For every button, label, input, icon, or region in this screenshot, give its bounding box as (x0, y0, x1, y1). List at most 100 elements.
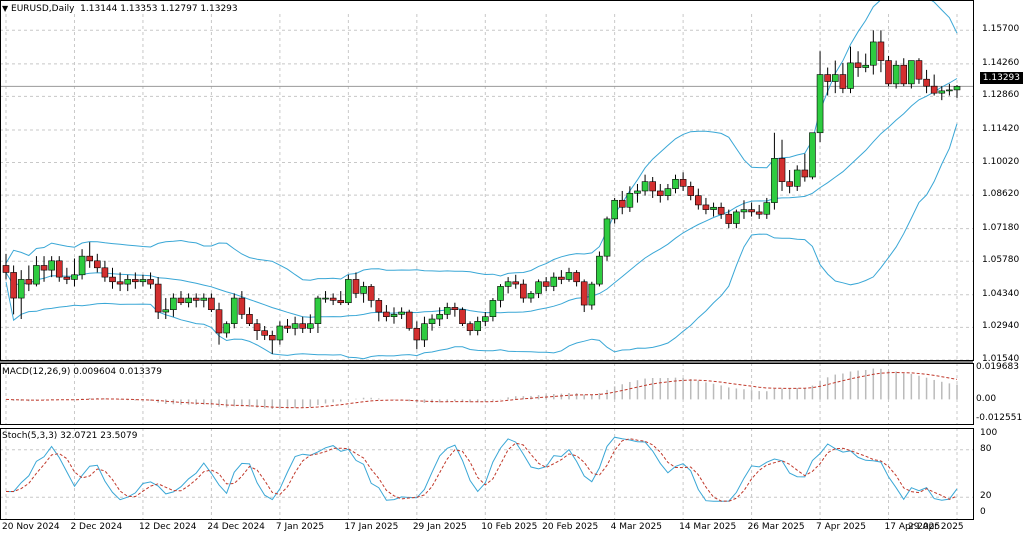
candle-body (687, 186, 695, 196)
symbol-timeframe: EURUSD,Daily (11, 4, 75, 14)
candle-body (641, 181, 649, 192)
price-tick-label: 1.15700 (982, 24, 1020, 35)
candle-body (154, 283, 162, 313)
stoch-tick-label: 0 (980, 507, 986, 517)
stoch-tick-label: 20 (980, 491, 992, 502)
candle-body (109, 276, 116, 283)
candle-body (793, 169, 801, 187)
candle-body (915, 60, 923, 80)
candle-body (847, 62, 854, 89)
candle-body (436, 314, 443, 320)
candle-body (649, 181, 656, 192)
candle-body (177, 297, 185, 304)
time-tick-label: 17 Jan 2025 (344, 522, 399, 532)
candle-body (679, 179, 687, 187)
chart-grid (0, 14, 973, 519)
stoch-main-line (5, 436, 958, 502)
candle-body (771, 158, 778, 203)
pane-frames (0, 0, 974, 520)
price-tick-label: 1.12860 (982, 90, 1020, 101)
candle-body (314, 297, 322, 324)
candle-body (322, 297, 329, 300)
price-tick-label: 1.10020 (982, 156, 1020, 167)
time-tick-label: 7 Jan 2025 (275, 522, 325, 532)
candle-body (862, 64, 870, 68)
candle-body (763, 202, 771, 215)
time-tick-label: 10 Feb 2025 (481, 522, 538, 532)
candle-body (253, 323, 261, 331)
candle-body (345, 279, 352, 304)
candle-body (451, 307, 459, 311)
candle-body (520, 283, 527, 299)
candle-body (443, 307, 451, 315)
price-tick-label: 1.05780 (982, 255, 1020, 266)
candle-body (664, 188, 672, 196)
candle-body (124, 279, 132, 285)
candle-body (230, 297, 238, 324)
candle-body (489, 300, 497, 317)
time-tick-label: 17 Apr 2025 (884, 522, 941, 532)
candle-body (710, 206, 717, 210)
candle-body (413, 328, 421, 341)
candle-body (238, 297, 246, 315)
candle-body (78, 255, 86, 276)
candle-body (360, 286, 367, 294)
candle-body (459, 309, 466, 324)
candle-body (535, 281, 542, 294)
candle-body (10, 272, 17, 299)
candle-body (223, 323, 230, 334)
time-tick-label: 2 Dec 2024 (70, 522, 123, 532)
candle-body (565, 272, 573, 280)
candle-body (603, 218, 611, 257)
candle-body (276, 325, 284, 341)
candle-body (93, 260, 101, 269)
candle-body (375, 300, 383, 313)
stochastic-pane (0, 436, 973, 502)
candle-body (778, 158, 786, 182)
candle-body (885, 60, 892, 85)
time-tick-label: 24 Dec 2024 (207, 522, 265, 532)
time-tick-label: 29 Jan 2025 (412, 522, 467, 532)
candle-body (71, 274, 78, 280)
candle-body (200, 297, 208, 301)
candle-body (854, 62, 862, 68)
candle-body (656, 190, 664, 196)
time-tick-label: 7 Apr 2025 (816, 522, 866, 532)
candle-body (25, 279, 33, 285)
time-tick-label: 20 Nov 2024 (2, 522, 60, 532)
candle-body (588, 283, 596, 306)
price-tick-label: 1.08620 (982, 189, 1020, 200)
time-tick-label: 20 Feb 2025 (542, 522, 599, 532)
candle-body (55, 260, 63, 278)
macd-label: MACD(12,26,9) 0.009604 0.013379 (2, 367, 162, 377)
chevron-down-icon[interactable]: ▼ (2, 4, 9, 13)
macd-tick-label: 0.00 (976, 394, 997, 405)
candle-body (542, 281, 550, 287)
candle-body (63, 276, 71, 280)
candle-body (618, 199, 626, 208)
candle-body (816, 74, 824, 134)
candle-body (930, 85, 938, 94)
candle-body (527, 293, 535, 299)
candle-body (337, 300, 345, 304)
bollinger-bands (5, 0, 958, 360)
candle-body (634, 190, 641, 194)
candle-body (116, 281, 124, 285)
candle-body (284, 325, 291, 329)
candle-body (268, 335, 276, 341)
time-tick-label: 26 Mar 2025 (747, 522, 805, 532)
candle-body (421, 323, 428, 341)
candle-body (390, 314, 398, 317)
candle-body (147, 279, 154, 285)
pane-border (0, 0, 974, 361)
price-tick-label: 1.14260 (982, 57, 1020, 68)
stoch-signal-line (6, 438, 958, 502)
macd-tick-label: 0.019683 (976, 362, 1019, 372)
candle-body (466, 323, 474, 331)
candlesticks (2, 30, 961, 354)
candle-body (352, 279, 360, 294)
candle-body (367, 286, 375, 301)
candle-body (801, 169, 809, 178)
stoch-tick-label: 80 (980, 443, 992, 454)
